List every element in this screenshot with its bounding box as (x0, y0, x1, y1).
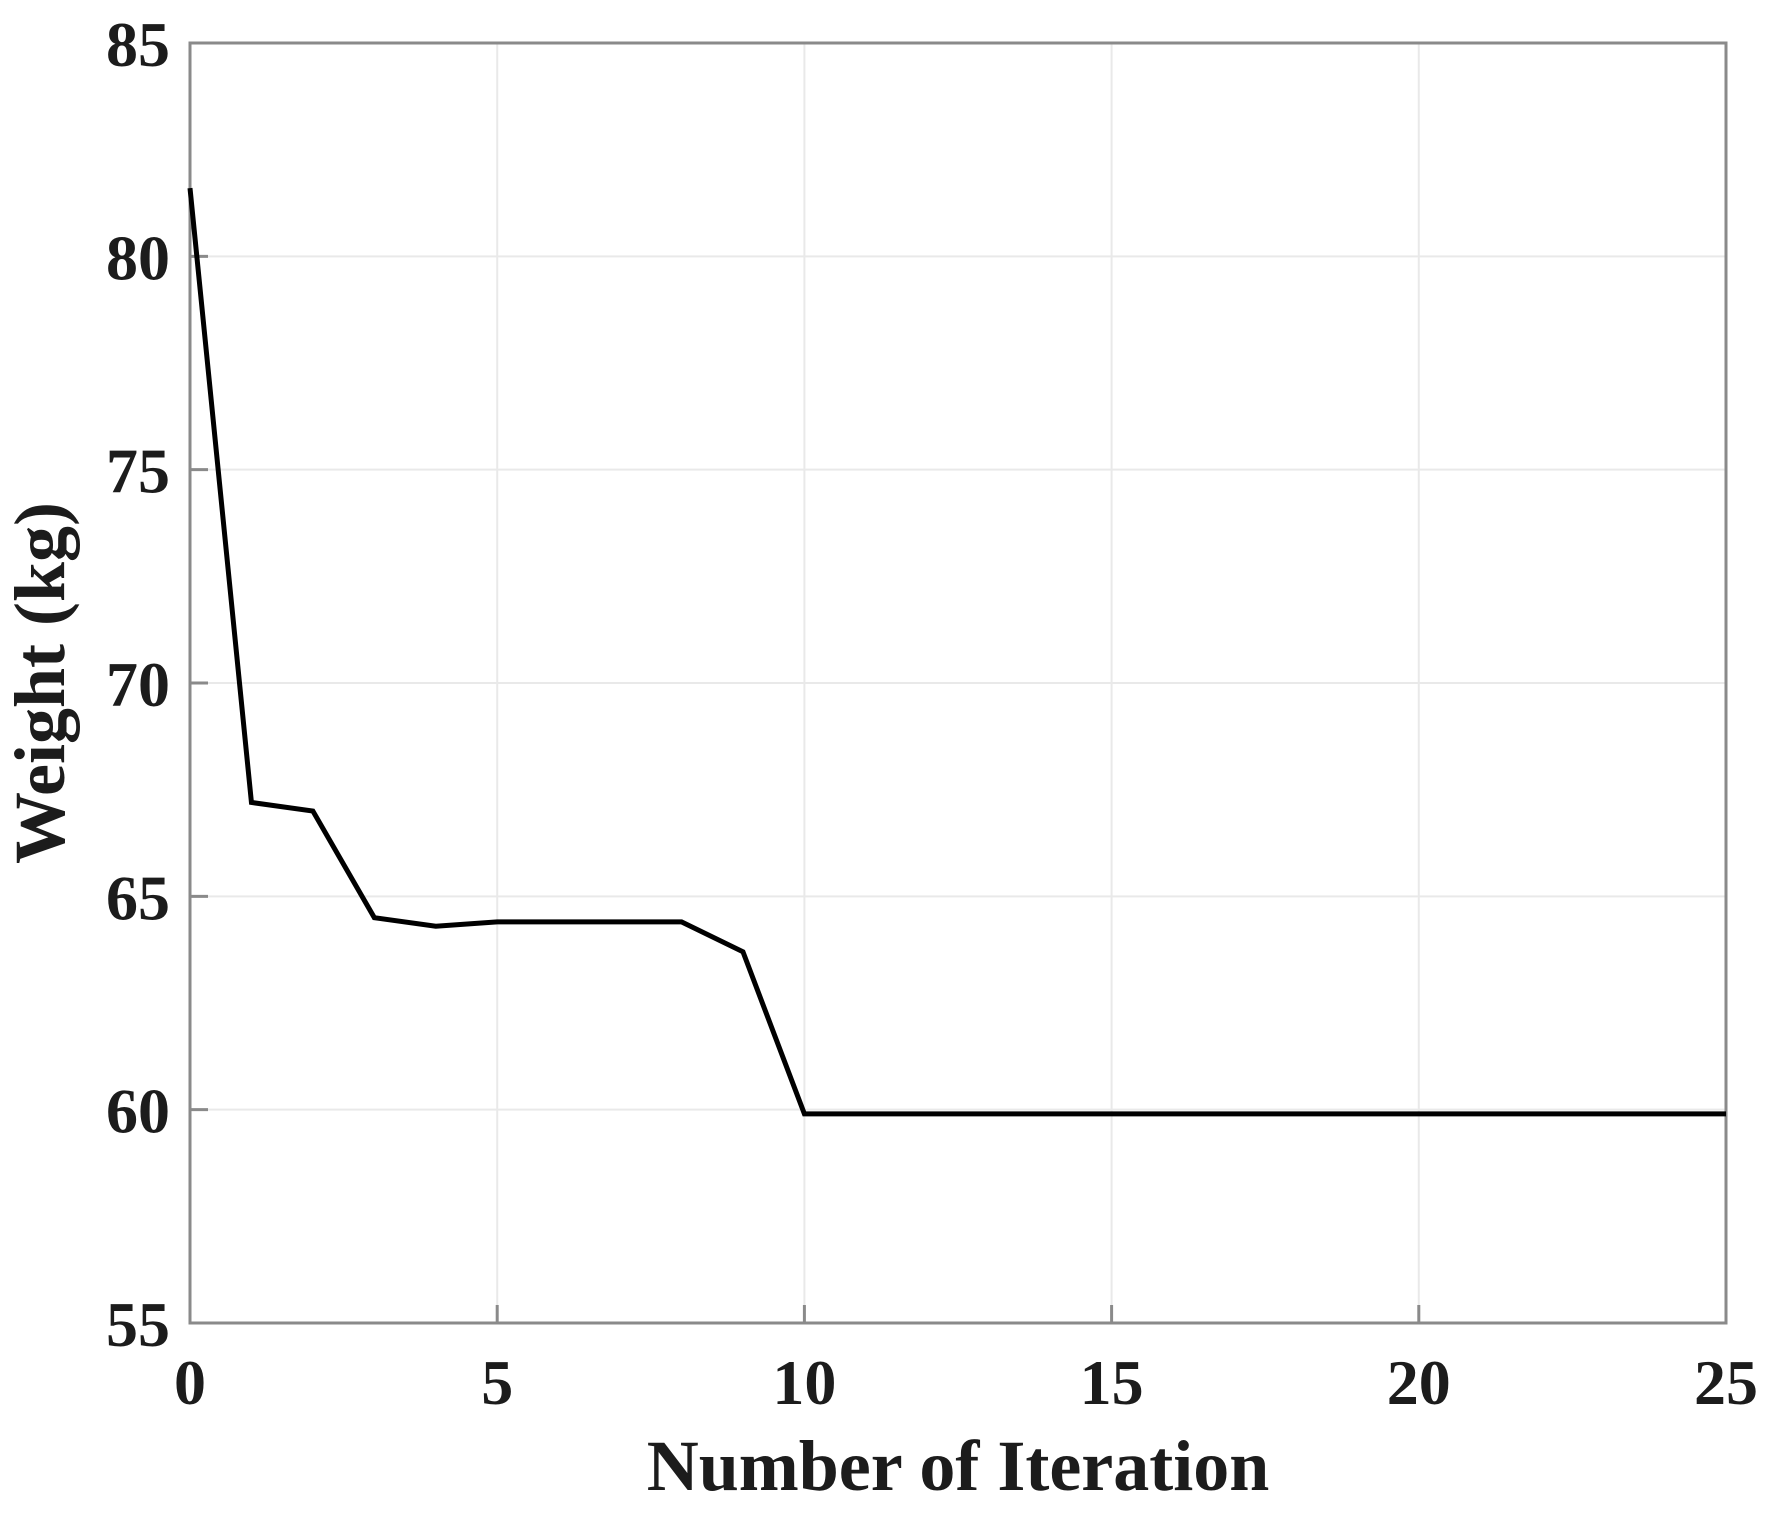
x-tick-label: 20 (1387, 1347, 1451, 1418)
x-tick-label: 10 (772, 1347, 836, 1418)
tick-layer: 0 5 10 15 20 25 55 60 65 70 75 80 85 (106, 9, 1758, 1418)
weight-series-line (187, 187, 1726, 1117)
y-tick-label: 55 (106, 1289, 170, 1360)
x-tick-label: 15 (1080, 1347, 1144, 1418)
x-axis-label: Number of Iteration (647, 1426, 1270, 1506)
grid-layer (189, 42, 1727, 1324)
x-tick-label: 5 (481, 1347, 513, 1418)
series-layer (187, 187, 1726, 1117)
y-tick-label: 80 (106, 222, 170, 293)
y-tick-label: 65 (106, 862, 170, 933)
y-tick-label: 60 (106, 1076, 170, 1147)
y-tick-label: 85 (106, 9, 170, 80)
x-tick-label: 25 (1694, 1347, 1758, 1418)
y-tick-label: 75 (106, 436, 170, 507)
y-tick-label: 70 (106, 649, 170, 720)
x-tick-label: 0 (174, 1347, 206, 1418)
y-axis-label: Weight (kg) (0, 502, 80, 864)
label-layer: Number of Iteration Weight (kg) (0, 502, 1269, 1506)
